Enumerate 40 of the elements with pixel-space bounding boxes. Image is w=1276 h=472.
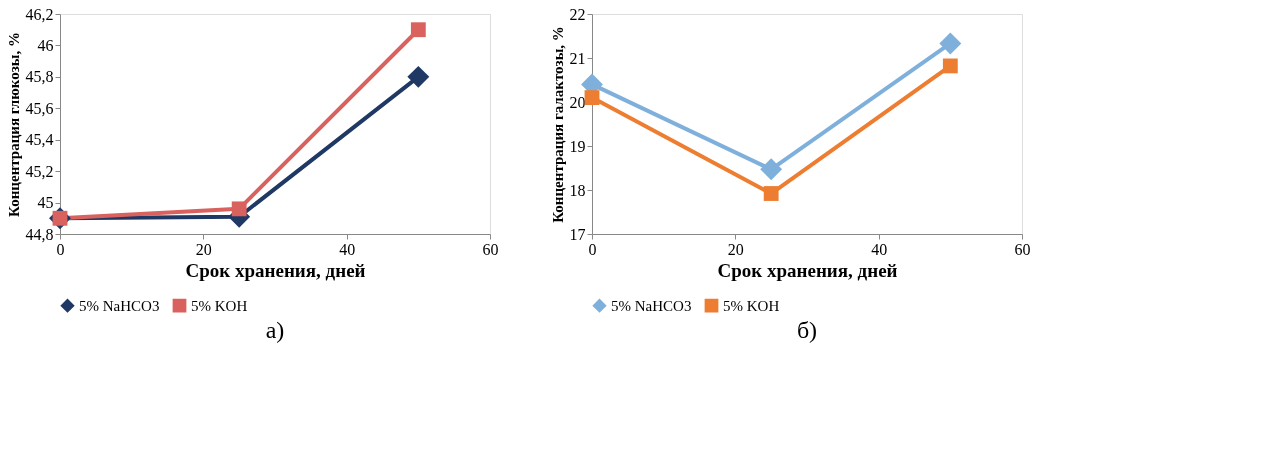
x-tick-label: 60 [1014, 240, 1031, 258]
x-tick-label: 20 [195, 240, 212, 258]
point [410, 22, 426, 38]
point [760, 158, 783, 181]
text: а) [265, 317, 285, 343]
y-tick-label: 45,4 [25, 131, 54, 149]
legend-label: 5% KOH [191, 297, 248, 314]
y-tick-label: 20 [569, 93, 586, 111]
legend-label: 5% KOH [723, 297, 780, 314]
point [939, 32, 962, 55]
y-tick-label: 17 [569, 225, 586, 243]
x-axis-title: Срок хранения, дней [185, 259, 366, 281]
y-tick-label: 46 [37, 36, 54, 54]
y-tick-label: 18 [569, 181, 586, 199]
y-tick-label: 21 [569, 49, 586, 67]
x-tick-label: 0 [588, 240, 597, 258]
y-tick-label: 45,8 [25, 68, 54, 86]
x-tick-label: 40 [871, 240, 888, 258]
x-tick-label: 20 [727, 240, 744, 258]
point [407, 65, 430, 88]
x-axis-title: Срок хранения, дней [717, 259, 898, 281]
y-axis-title: Концентрация галактозы, % [549, 26, 566, 223]
y-tick-label: 19 [569, 137, 586, 155]
legend-label: 5% NaHCO3 [79, 297, 160, 314]
point [763, 186, 779, 201]
legend-label: 5% NaHCO3 [611, 297, 692, 314]
y-tick-label: 44,8 [25, 225, 54, 243]
text: б) [796, 317, 818, 343]
y-tick-label: 46,2 [25, 5, 54, 23]
x-tick-label: 0 [56, 240, 65, 258]
y-tick-label: 22 [569, 5, 586, 23]
point [942, 58, 958, 74]
y-tick-label: 45,6 [25, 99, 54, 117]
y-tick-label: 45 [37, 194, 54, 212]
x-tick-label: 60 [482, 240, 499, 258]
y-tick-label: 45,2 [25, 162, 54, 180]
y-axis-title: Концентрация глюкозы, % [5, 32, 22, 217]
x-tick-label: 40 [339, 240, 356, 258]
point [231, 201, 247, 217]
point [584, 90, 600, 106]
